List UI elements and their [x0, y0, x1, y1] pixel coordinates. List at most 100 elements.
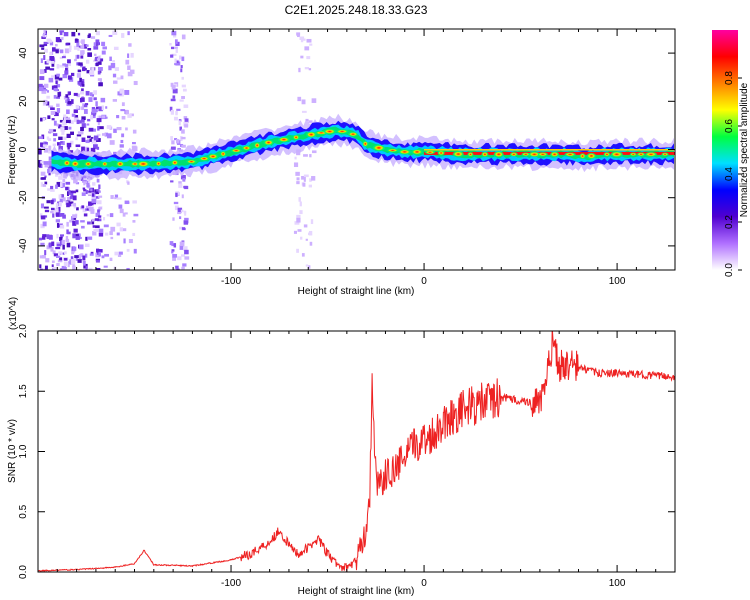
spectral-speckle: [104, 132, 109, 137]
spectral-speckle: [174, 58, 177, 64]
spectral-speckle: [97, 41, 100, 46]
spectral-speckle: [99, 58, 104, 62]
spectral-speckle: [43, 161, 49, 165]
spectral-speckle: [80, 91, 85, 95]
ridge-peak: [610, 151, 624, 158]
spectral-speckle: [48, 150, 53, 154]
spectral-speckle: [183, 210, 187, 214]
spectral-speckle: [106, 133, 112, 139]
spectral-speckle: [98, 106, 103, 112]
spectral-speckle: [174, 116, 178, 121]
spectral-speckle: [69, 196, 73, 199]
spectral-speckle: [48, 138, 52, 141]
spectral-speckle: [46, 136, 50, 140]
spectral-speckle: [87, 192, 92, 195]
spectral-speckle: [304, 46, 310, 51]
spectral-speckle: [65, 67, 68, 72]
spectral-speckle: [90, 188, 93, 192]
spectral-speckle: [79, 77, 82, 83]
spectral-speckle: [61, 37, 64, 40]
colorbar-ticks: 0.0 0.2 0.4 0.6 0.8: [724, 71, 742, 277]
spectral-speckle: [64, 251, 67, 255]
spectral-speckle: [43, 41, 49, 44]
spectral-speckle: [65, 99, 68, 103]
spectral-speckle: [93, 90, 97, 95]
spectral-speckle: [97, 121, 100, 126]
spectral-speckle: [81, 137, 86, 142]
spectral-speckle: [83, 213, 88, 217]
spectral-speckle: [116, 127, 122, 131]
spectral-speckle: [54, 44, 58, 47]
spectral-speckle: [302, 38, 306, 41]
spectral-speckle: [56, 233, 59, 239]
spectral-speckle: [68, 120, 74, 125]
spectral-speckle: [116, 77, 121, 80]
spectral-speckle: [84, 243, 90, 247]
spectral-speckle: [44, 181, 48, 185]
spectral-speckle: [179, 241, 185, 247]
spectral-speckle: [96, 200, 102, 205]
snr-series-line: [38, 331, 675, 572]
spectral-speckle: [59, 141, 62, 145]
spectral-speckle: [119, 88, 124, 94]
spectral-speckle: [65, 181, 71, 185]
spectral-speckle: [48, 160, 52, 166]
spectral-speckle: [98, 184, 101, 190]
spectral-speckle: [169, 241, 174, 246]
ridge-peak: [586, 152, 597, 160]
spectral-speckle: [88, 127, 94, 132]
spectral-speckle: [74, 255, 79, 259]
spectral-speckle: [59, 56, 63, 59]
spectral-speckle: [175, 265, 179, 269]
spectral-speckle: [74, 58, 77, 62]
spectral-speckle: [84, 253, 88, 258]
spectral-speckle: [116, 232, 120, 236]
spectral-speckle: [299, 36, 305, 41]
spectral-speckle: [63, 32, 69, 37]
spectral-speckle: [53, 95, 57, 99]
spectral-speckle: [308, 120, 313, 123]
spectral-speckle: [170, 146, 176, 150]
spectral-speckle: [175, 268, 180, 270]
spectral-speckle: [42, 184, 47, 187]
spectral-speckle: [175, 192, 178, 198]
spectral-speckle: [179, 126, 182, 131]
spectral-speckle: [179, 99, 184, 102]
spectral-speckle: [169, 43, 172, 46]
spectral-speckle: [112, 60, 115, 63]
spectral-speckle: [72, 265, 76, 270]
spectral-speckle: [59, 49, 64, 54]
spectral-speckle: [181, 254, 186, 257]
spectral-speckle: [95, 196, 100, 199]
spectral-speckle: [178, 183, 183, 188]
spectrogram-panel: -100 0 100 -40 -20 0 20 40 Height of straight l…: [7, 28, 676, 297]
ridge-peak: [277, 136, 291, 143]
spectral-speckle: [52, 250, 56, 255]
spectral-speckle: [85, 90, 90, 96]
spectral-speckle: [61, 141, 65, 146]
spectral-speckle: [309, 178, 312, 182]
spectral-speckle: [121, 116, 126, 120]
spectral-speckle: [55, 203, 59, 208]
spectral-speckle: [101, 41, 106, 47]
spectral-speckle: [126, 248, 130, 252]
ridge-peak: [322, 128, 337, 135]
spectral-speckle: [51, 47, 56, 52]
spectral-speckle: [82, 208, 87, 213]
spectral-speckle: [182, 263, 187, 267]
spectral-speckle: [183, 220, 189, 225]
spectral-speckle: [97, 249, 103, 253]
spectral-speckle: [73, 206, 77, 209]
spectral-speckle: [40, 182, 43, 187]
spectral-speckle: [132, 232, 136, 236]
spectral-speckle: [56, 73, 60, 77]
spectral-speckle: [180, 65, 183, 69]
snr-x-tick-label: -100: [221, 578, 241, 589]
spectral-speckle: [305, 264, 309, 267]
spectral-speckle: [93, 46, 99, 50]
spectral-speckle: [60, 212, 65, 217]
spectral-speckle: [56, 142, 61, 146]
spectral-speckle: [103, 224, 109, 228]
spectral-speckle: [90, 114, 93, 120]
